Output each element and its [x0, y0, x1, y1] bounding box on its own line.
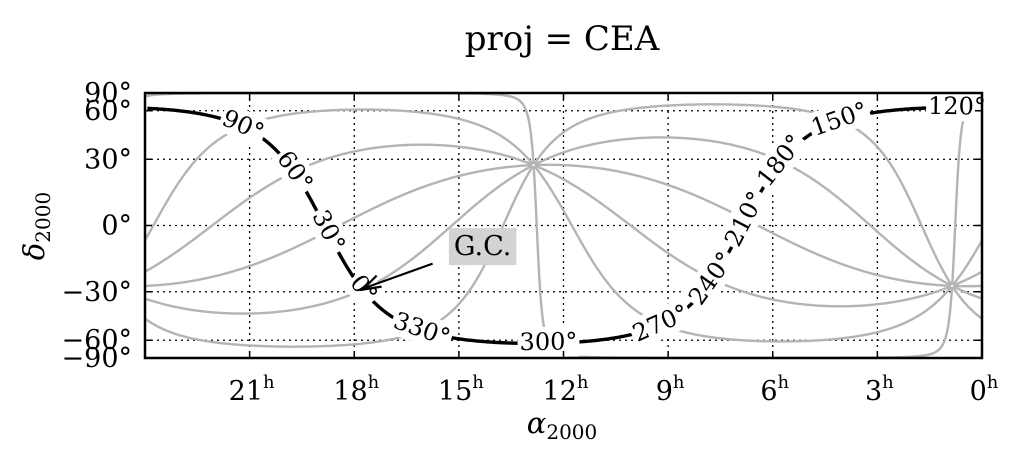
x-tick-label: 9h — [656, 372, 685, 407]
y-tick-label: 30° — [84, 144, 132, 175]
y-tick-label: −60° — [62, 325, 132, 356]
y-axis-label-symbol: δ — [17, 243, 51, 260]
label-background — [517, 326, 580, 358]
annotation-arrow — [365, 262, 433, 289]
y-tick-label: 60° — [84, 96, 132, 127]
galactic-longitude-label: 270° — [628, 299, 692, 348]
y-axis-label-subscript: 2000 — [31, 192, 55, 243]
x-tick-label: 12h — [543, 372, 589, 407]
annotation-label: G.C. — [454, 231, 511, 262]
x-axis-label-subscript: 2000 — [546, 420, 597, 444]
galactic-longitude-label: 300° — [519, 327, 577, 356]
galactic-longitude-label: 330° — [390, 306, 454, 352]
label-background — [269, 143, 321, 199]
plot-area: 0°30°60°90° 120°150°180°210°240°270°300°3… — [62, 78, 999, 407]
annotation-arrowhead — [359, 274, 382, 292]
y-tick-label: −90° — [62, 343, 132, 374]
galactic-longitude-label: 210° — [719, 187, 770, 251]
x-tick-label: 0h — [970, 372, 999, 407]
label-background — [925, 90, 989, 122]
y-tick-label: 0° — [101, 211, 132, 242]
label-background — [681, 244, 742, 313]
x-axis-label: α2000 — [527, 406, 598, 444]
x-tick-label: 3h — [865, 372, 894, 407]
annotation-box — [448, 228, 517, 266]
label-background — [749, 126, 811, 195]
galactic-longitude-label: 120° — [928, 92, 986, 121]
label-background — [717, 184, 773, 254]
label-background — [626, 296, 695, 350]
label-background — [304, 203, 353, 259]
chart-title: proj = CEA — [465, 19, 660, 59]
x-tick-label: 6h — [760, 372, 789, 407]
x-tick-label: 18h — [333, 372, 379, 407]
label-background — [215, 102, 271, 149]
x-axis-label-symbol: α — [527, 406, 547, 440]
y-tick-label: −30° — [62, 277, 132, 308]
galactic-meridian-330 — [145, 165, 982, 348]
label-background — [387, 304, 457, 354]
y-tick-label: 90° — [84, 78, 132, 109]
x-tick-label: 15h — [438, 372, 484, 407]
y-axis-label: δ2000 — [17, 192, 55, 260]
x-tick-label: 21h — [229, 372, 275, 407]
galactic-meridian-90 — [145, 108, 982, 286]
label-background — [805, 94, 874, 144]
galactic-longitude-label: 150° — [807, 96, 871, 142]
